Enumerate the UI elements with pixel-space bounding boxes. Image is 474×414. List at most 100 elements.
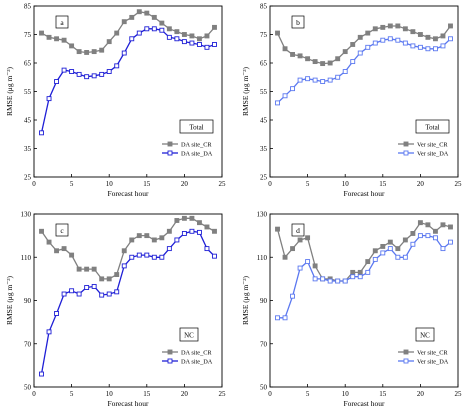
data-point	[432, 36, 438, 42]
data-point	[290, 52, 296, 57]
data-point	[448, 224, 453, 230]
y-axis-title: RMSE (μg m⁻³)	[5, 67, 14, 116]
data-point	[189, 40, 195, 46]
data-point	[290, 293, 296, 299]
data-point	[372, 40, 378, 46]
data-point	[166, 34, 172, 40]
data-point	[395, 254, 401, 260]
data-point	[39, 371, 44, 377]
y-tick-label: 90	[260, 297, 268, 305]
y-tick-label: 85	[24, 3, 32, 11]
region-label: NC	[184, 332, 194, 340]
data-point	[275, 100, 280, 106]
legend-label: DA site_CR	[181, 349, 212, 356]
series-line	[277, 234, 451, 319]
y-tick-label: 45	[24, 117, 32, 125]
data-point	[448, 239, 453, 245]
series-da-site-da	[39, 26, 217, 136]
data-point	[432, 46, 438, 52]
x-tick-label: 5	[306, 180, 310, 188]
data-point	[204, 44, 210, 50]
chart-panel-a: 0 5 10 15 20 25 25 35 45 55 65 75 85 Forecast hour RMS…	[5, 3, 226, 199]
data-point	[61, 246, 67, 252]
data-point	[350, 274, 356, 280]
series-line	[40, 28, 215, 133]
data-point	[410, 29, 416, 35]
legend-label: Ver site_CR	[417, 141, 448, 148]
data-point	[166, 228, 172, 234]
data-point	[448, 23, 453, 29]
data-point	[335, 278, 341, 284]
data-point	[144, 10, 150, 16]
x-tick-label: 15	[143, 180, 151, 188]
y-tick-label: 35	[24, 145, 32, 153]
data-point	[69, 288, 75, 294]
data-point	[39, 228, 44, 234]
data-point	[166, 26, 172, 32]
data-point	[425, 34, 431, 40]
x-tick-label: 10	[342, 390, 350, 398]
data-point	[387, 246, 393, 252]
panel-tag-label: c	[60, 226, 64, 235]
data-point	[99, 276, 105, 282]
data-point	[395, 246, 401, 252]
legend-label: DA site_DA	[181, 150, 213, 157]
data-point	[54, 79, 60, 84]
legend-label: DA site_CR	[181, 141, 212, 148]
series-line	[276, 25, 452, 65]
legend-entry: Ver site_DA	[398, 150, 449, 157]
data-point	[159, 254, 165, 260]
series-ver-site-da	[275, 233, 453, 321]
data-point	[159, 235, 165, 241]
data-point	[99, 71, 105, 77]
data-point	[121, 19, 127, 25]
data-point	[181, 215, 187, 221]
data-point	[106, 276, 112, 282]
data-point	[196, 229, 202, 235]
data-point	[76, 291, 82, 297]
data-point	[320, 276, 326, 282]
y-tick-label: 25	[24, 174, 32, 182]
data-point	[380, 37, 386, 43]
data-point	[290, 86, 296, 92]
data-point	[76, 49, 82, 55]
data-point	[54, 248, 60, 254]
data-point	[305, 76, 311, 82]
data-point	[181, 231, 187, 236]
data-point	[432, 228, 438, 234]
x-tick-label: 20	[181, 390, 189, 398]
x-tick-label: 10	[342, 180, 350, 188]
data-point	[380, 24, 386, 30]
region-label-box	[179, 327, 199, 342]
chart-panel-c: 0 5 10 15 20 25 50 70 90 110 130 Forecast hour RMSE …	[5, 211, 226, 409]
y-tick-label: 85	[260, 3, 268, 11]
y-tick-label: 55	[260, 88, 268, 96]
series-ver-site-cr	[275, 23, 453, 67]
x-tick-label: 20	[417, 180, 425, 188]
legend-marker	[167, 150, 173, 156]
data-point	[84, 266, 90, 272]
legend-entry: DA site_CR	[162, 141, 212, 148]
legend-marker	[167, 349, 173, 355]
legend-entry: Ver site_DA	[398, 358, 449, 365]
data-point	[312, 263, 318, 269]
data-point	[425, 222, 431, 228]
data-point	[395, 23, 401, 29]
data-point	[365, 30, 371, 36]
data-point	[189, 33, 195, 39]
x-axis-title: Forecast hour	[107, 189, 149, 198]
chart-panel-d: 0 5 10 15 20 25 50 70 90 110 130 Forecast hour RMSE …	[241, 211, 462, 409]
x-axis-title: Forecast hour	[343, 189, 385, 198]
data-point	[46, 34, 52, 40]
panel-tag-box	[55, 15, 69, 29]
data-point	[410, 231, 416, 236]
data-point	[440, 246, 446, 252]
data-point	[305, 259, 311, 265]
x-tick-label: 15	[143, 390, 151, 398]
y-tick-label: 70	[24, 340, 32, 348]
data-point	[69, 69, 75, 75]
data-point	[387, 239, 393, 245]
data-point	[275, 30, 280, 36]
data-point	[174, 218, 180, 223]
data-point	[129, 237, 135, 243]
